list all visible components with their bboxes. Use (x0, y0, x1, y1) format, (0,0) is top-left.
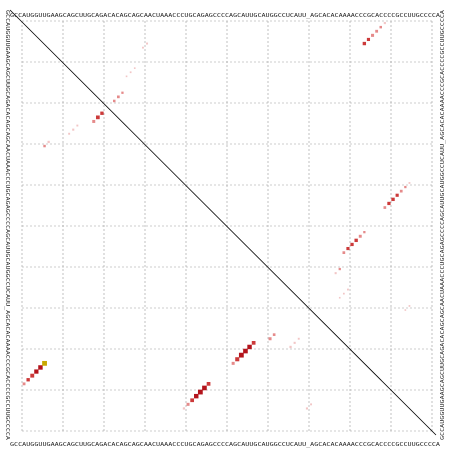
base-pair-dot-lower (243, 348, 248, 354)
base-pair-dot-lower (34, 369, 39, 374)
base-pair-dot-lower (293, 341, 296, 344)
base-pair-dot-upper (334, 272, 337, 275)
base-pair-dot-upper (354, 238, 358, 243)
base-pair-dot-upper (375, 29, 379, 33)
base-pair-dot-lower (22, 382, 26, 386)
base-pair-dot-upper (142, 46, 144, 49)
base-pair-dot-upper (342, 292, 345, 295)
base-pair-dot-upper (113, 99, 116, 103)
base-pair-dot-upper (371, 33, 375, 37)
base-pair-dot-upper (129, 71, 132, 74)
base-pair-dot-lower (297, 337, 300, 340)
base-pair-dot-lower (95, 115, 100, 120)
base-pair-dot-upper (366, 37, 371, 42)
base-pair-dot-upper (383, 206, 387, 209)
base-pair-dot-lower (42, 360, 47, 366)
base-pair-dot-upper (146, 42, 149, 45)
base-pair-dot-lower (76, 124, 79, 127)
base-pair-dot-upper (404, 185, 407, 189)
base-pair-dot-lower (206, 381, 211, 386)
base-pair-dot-upper (387, 201, 391, 206)
base-pair-dot-upper (383, 21, 386, 25)
base-pair-dot-lower (289, 345, 292, 349)
base-pair-dot-lower (190, 398, 195, 403)
sequence-left: GCCAUGGUUGAAGCAGCUUGCAGACACAGCAGCAACUAAA… (4, 10, 10, 440)
base-pair-dot-lower (194, 393, 199, 399)
base-pair-dot-lower (92, 119, 96, 123)
base-pair-dot-lower (43, 144, 46, 148)
base-pair-dot-upper (404, 309, 407, 311)
base-pair-dot-lower (251, 340, 256, 345)
base-pair-dot-upper (121, 91, 124, 94)
base-pair-dot-upper (362, 41, 367, 46)
base-pair-dot-lower (182, 407, 186, 410)
base-pair-dot-lower (38, 365, 43, 370)
base-pair-dot-upper (346, 246, 350, 251)
base-pair-dot-lower (197, 389, 203, 395)
base-pair-dot-lower (310, 403, 313, 406)
base-pair-dot-upper (338, 296, 341, 299)
base-pair-dot-upper (395, 193, 399, 197)
base-pair-dot-lower (72, 128, 75, 131)
base-pair-dot-lower (47, 140, 50, 144)
sequence-bottom: GCCAUGGUUGAAGCAGCUUGCAGACACAGCAGCAACUAAA… (10, 442, 440, 448)
base-pair-dot-upper (379, 25, 382, 29)
base-pair-dot-upper (358, 234, 362, 238)
base-pair-dot-upper (125, 75, 128, 78)
base-pair-dot-upper (342, 251, 346, 254)
sequence-top: GCCAUGGUUGAAGCAGCUUGCAGACACAGCAGCAACUAAA… (10, 13, 440, 19)
sequence-right: GCCAUGGUUGAAGCAGCUUGCAGACACAGCAGCAACUAAA… (440, 10, 446, 440)
base-pair-dot-upper (391, 197, 395, 202)
base-pair-dot-lower (100, 111, 104, 115)
base-pair-dot-upper (350, 242, 354, 247)
base-pair-dot-lower (30, 373, 35, 378)
base-pair-dot-lower (68, 132, 71, 135)
base-pair-dot-lower (247, 344, 252, 350)
base-pair-dot-lower (235, 357, 240, 362)
base-pair-dot-upper (116, 95, 120, 99)
base-pair-dot-upper (347, 288, 349, 291)
base-pair-dot-lower (305, 407, 308, 410)
main-diagonal (9, 9, 437, 436)
base-pair-dot-upper (133, 67, 136, 69)
base-pair-dot-upper (338, 267, 341, 271)
base-pair-dot-upper (408, 305, 411, 307)
base-pair-dot-upper (399, 189, 403, 193)
base-pair-dot-upper (363, 231, 366, 234)
base-pair-dot-lower (231, 361, 235, 365)
base-pair-dot-lower (26, 378, 30, 382)
base-pair-dot-lower (268, 337, 272, 341)
base-pair-dot-lower (186, 402, 190, 406)
base-pair-dot-lower (202, 385, 207, 391)
base-pair-dot-upper (408, 182, 411, 184)
base-pair-dots (22, 21, 411, 410)
base-pair-dot-lower (272, 333, 276, 336)
base-pair-dot-lower (238, 352, 244, 358)
